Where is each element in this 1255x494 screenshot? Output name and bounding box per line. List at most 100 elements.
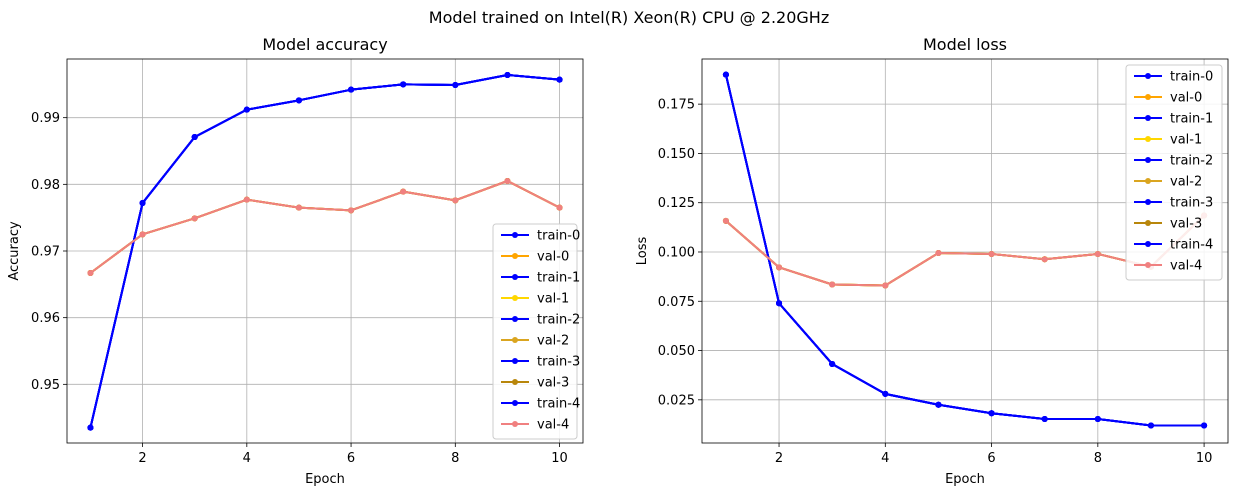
plot-area xyxy=(722,71,1208,429)
y-tick-label: 0.175 xyxy=(658,98,695,113)
x-tick-label: 4 xyxy=(243,451,251,466)
plot-area xyxy=(87,72,563,431)
y-tick-label: 0.075 xyxy=(658,295,695,310)
data-point-train-4 xyxy=(348,86,355,93)
data-point-val-4 xyxy=(452,197,459,204)
data-point-train-4 xyxy=(776,300,783,307)
series-line-val-3 xyxy=(89,180,561,274)
legend-marker-train-4 xyxy=(1145,241,1151,247)
legend-marker-train-4 xyxy=(512,400,518,406)
legend-label: val-1 xyxy=(1170,133,1202,148)
series-line-val-0 xyxy=(89,180,561,274)
x-tick-label: 8 xyxy=(1094,451,1102,466)
legend-label: train-2 xyxy=(537,313,580,328)
data-point-val-4 xyxy=(348,207,355,214)
legend-marker-train-0 xyxy=(1145,73,1151,79)
x-tick-label: 2 xyxy=(775,451,783,466)
data-point-val-4 xyxy=(191,215,198,222)
data-point-train-4 xyxy=(556,76,563,83)
legend-label: val-1 xyxy=(537,292,569,307)
legend-marker-val-0 xyxy=(512,253,518,259)
legend-label: val-3 xyxy=(1170,217,1202,232)
data-point-train-4 xyxy=(1041,415,1048,422)
panel-title: Model accuracy xyxy=(262,35,387,54)
legend-label: val-2 xyxy=(1170,175,1202,190)
data-point-val-4 xyxy=(295,204,302,211)
x-tick-label: 6 xyxy=(347,451,355,466)
y-axis-label: Loss xyxy=(635,237,650,266)
legend-marker-train-1 xyxy=(512,274,518,280)
data-point-val-4 xyxy=(988,250,995,257)
data-point-train-4 xyxy=(1201,422,1208,429)
x-tick-label: 4 xyxy=(881,451,889,466)
legend-marker-val-2 xyxy=(1145,178,1151,184)
legend-label: train-3 xyxy=(537,355,580,370)
y-tick-label: 0.95 xyxy=(31,378,60,393)
y-tick-label: 0.125 xyxy=(658,196,695,211)
data-point-train-4 xyxy=(243,106,250,113)
legend-marker-train-2 xyxy=(1145,157,1151,163)
accuracy-panel: 2 4 6 8 10 0.95 0.96 0.97 0.98 0.99 Model accuracy… xyxy=(7,35,584,487)
data-point-train-4 xyxy=(988,410,995,417)
y-tick-label: 0.150 xyxy=(658,147,695,162)
data-point-train-4 xyxy=(829,360,836,367)
y-tick-label: 0.98 xyxy=(31,178,60,193)
data-point-train-4 xyxy=(882,390,889,397)
y-tick-label: 0.050 xyxy=(658,344,695,359)
series-line-val-1 xyxy=(89,180,561,274)
legend-marker-val-3 xyxy=(1145,220,1151,226)
y-tick-label: 0.025 xyxy=(658,393,695,408)
legend-marker-val-2 xyxy=(512,337,518,343)
data-point-val-4 xyxy=(556,204,563,211)
x-tick-label: 6 xyxy=(987,451,995,466)
data-point-train-4 xyxy=(87,424,94,431)
figure-suptitle: Model trained on Intel(R) Xeon(R) CPU @ … xyxy=(429,8,829,27)
data-point-val-4 xyxy=(139,231,146,238)
legend-label: train-0 xyxy=(1170,70,1213,85)
y-tick-label: 0.97 xyxy=(31,245,60,260)
legend-label: val-0 xyxy=(537,250,569,265)
data-point-train-4 xyxy=(504,72,511,78)
data-point-val-4 xyxy=(400,188,407,195)
legend-marker-val-4 xyxy=(1145,262,1151,268)
x-tick-label: 8 xyxy=(451,451,459,466)
data-point-val-4 xyxy=(87,270,94,276)
series-line-train-4 xyxy=(89,74,560,428)
legend-marker-train-1 xyxy=(1145,115,1151,121)
x-axis-label: Epoch xyxy=(945,472,985,487)
data-point-val-4 xyxy=(935,249,942,256)
data-point-val-4 xyxy=(829,281,836,288)
legend-label: val-4 xyxy=(537,418,569,433)
legend-marker-val-3 xyxy=(512,379,518,385)
data-point-val-4 xyxy=(776,264,783,271)
data-point-train-4 xyxy=(139,200,146,206)
legend-marker-train-3 xyxy=(1145,199,1151,205)
axes-frame xyxy=(701,58,1229,444)
series-line-val-4 xyxy=(725,214,1205,287)
legend-label: val-4 xyxy=(1170,259,1202,274)
loss-panel: 2 4 6 8 10 0.025 0.050 0.075 0.100 0.125 0.150 0.17… xyxy=(635,35,1229,487)
legend-marker-train-2 xyxy=(512,316,518,322)
x-tick-label: 2 xyxy=(138,451,146,466)
data-point-train-4 xyxy=(1147,422,1154,429)
data-point-val-4 xyxy=(1094,250,1101,257)
data-point-val-4 xyxy=(882,282,889,289)
data-point-val-4 xyxy=(1041,256,1048,263)
y-tick-label: 0.99 xyxy=(31,111,60,126)
legend-label: val-2 xyxy=(537,334,569,349)
series-line-train-4 xyxy=(724,74,1205,427)
legend-marker-train-3 xyxy=(512,358,518,364)
legend-label: val-0 xyxy=(1170,91,1202,106)
legend-label: train-2 xyxy=(1170,154,1213,169)
data-point-train-4 xyxy=(452,82,459,88)
legend-label: train-4 xyxy=(1170,238,1213,253)
legend-label: val-3 xyxy=(537,376,569,391)
x-tick-label: 10 xyxy=(1196,451,1213,466)
series-line-val-2 xyxy=(89,180,561,274)
legend-marker-val-4 xyxy=(512,421,518,427)
data-point-val-4 xyxy=(504,178,511,184)
legend-label: train-3 xyxy=(1170,196,1213,211)
x-axis-label: Epoch xyxy=(305,472,345,487)
